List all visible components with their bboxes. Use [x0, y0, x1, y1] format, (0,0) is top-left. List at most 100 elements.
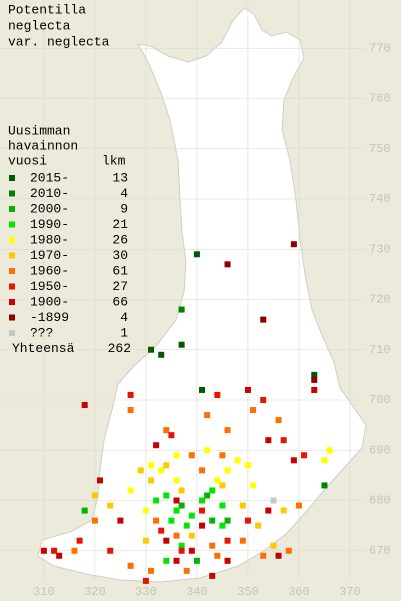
observation-dot — [311, 371, 318, 378]
observation-dot — [311, 376, 318, 383]
observation-dot — [163, 427, 170, 434]
observation-dot — [142, 537, 149, 544]
observation-dot — [163, 462, 170, 469]
observation-dot — [224, 537, 231, 544]
legend-swatch — [9, 299, 15, 305]
x-tick-label: 330 — [135, 585, 157, 599]
legend-count: 1 — [120, 325, 128, 340]
legend-label: 1970- — [30, 248, 69, 263]
observation-dot — [163, 492, 170, 499]
legend-swatch — [9, 190, 15, 197]
observation-dot — [158, 527, 165, 534]
observation-dot — [168, 517, 175, 524]
y-tick-label: 670 — [369, 544, 391, 558]
observation-dot — [163, 537, 170, 544]
observation-dot — [285, 547, 292, 554]
observation-dot — [199, 522, 206, 529]
observation-dot — [107, 547, 114, 554]
observation-dot — [117, 517, 124, 524]
y-tick-label: 760 — [369, 92, 391, 106]
observation-dot — [81, 402, 88, 409]
observation-dot — [260, 316, 267, 323]
observation-dot — [219, 452, 226, 459]
observation-dot — [142, 507, 149, 514]
observation-dot — [81, 507, 88, 514]
title-line: var. neglecta — [8, 34, 110, 49]
observation-dot — [214, 477, 221, 484]
observation-dot — [219, 522, 226, 529]
observation-dot — [214, 552, 221, 559]
observation-dot — [204, 447, 211, 454]
observation-dot — [173, 452, 180, 459]
legend-count: 21 — [112, 217, 128, 232]
observation-dot — [188, 547, 195, 554]
observation-dot — [214, 391, 221, 398]
observation-dot — [173, 477, 180, 484]
legend-label: 1990- — [30, 217, 69, 232]
y-tick-label: 690 — [369, 443, 391, 457]
observation-dot — [91, 517, 98, 524]
y-tick-label: 710 — [369, 343, 391, 357]
y-tick-label: 720 — [369, 293, 391, 307]
legend-label: 2010- — [30, 186, 69, 201]
legend-count: 4 — [120, 310, 128, 325]
observation-dot — [183, 567, 190, 574]
legend-swatch — [9, 314, 15, 321]
observation-dot — [153, 517, 160, 524]
observation-dot — [173, 532, 180, 539]
legend-label: 2000- — [30, 201, 69, 216]
legend-count: 66 — [112, 294, 128, 309]
observation-dot — [148, 477, 155, 484]
observation-dot — [127, 407, 134, 414]
legend-swatch — [9, 237, 15, 243]
observation-dot — [270, 542, 277, 549]
legend-swatch — [9, 175, 15, 181]
legend-header: lkm — [102, 153, 126, 168]
y-tick-label: 730 — [369, 242, 391, 256]
legend-count: 61 — [112, 263, 128, 278]
observation-dot — [295, 502, 302, 509]
observation-dot — [188, 452, 195, 459]
legend-swatch — [9, 283, 15, 290]
observation-dot — [234, 457, 241, 464]
title-line: Potentilla — [8, 2, 86, 17]
legend-count: 27 — [112, 279, 128, 294]
observation-dot — [148, 567, 155, 574]
observation-dot — [280, 437, 287, 444]
observation-dot — [224, 427, 231, 434]
observation-dot — [250, 407, 257, 414]
observation-dot — [168, 432, 175, 439]
observation-dot — [224, 467, 231, 474]
observation-dot — [224, 517, 231, 524]
observation-dot — [193, 557, 200, 564]
observation-dot — [199, 507, 206, 514]
observation-dot — [142, 577, 149, 584]
x-tick-label: 370 — [339, 585, 361, 599]
observation-dot — [265, 507, 272, 514]
observation-dot — [219, 502, 226, 509]
legend-count: 30 — [112, 248, 128, 263]
observation-dot — [275, 417, 282, 424]
y-tick-label: 700 — [369, 393, 391, 407]
observation-dot — [158, 351, 165, 358]
observation-dot — [178, 542, 185, 549]
legend-header: Uusimman — [8, 123, 70, 138]
observation-dot — [219, 482, 226, 489]
observation-dot — [224, 261, 231, 268]
total-label: Yhteensä — [12, 341, 75, 356]
observation-dot — [255, 522, 262, 529]
legend-swatch — [9, 252, 15, 259]
observation-dot — [158, 467, 165, 474]
legend-label: 1980- — [30, 232, 69, 247]
observation-dot — [107, 502, 114, 509]
observation-dot — [260, 552, 267, 559]
observation-dot — [209, 517, 216, 524]
observation-dot — [270, 497, 277, 504]
legend-swatch — [9, 221, 15, 228]
legend-count: 13 — [112, 170, 128, 185]
y-tick-label: 680 — [369, 494, 391, 508]
x-tick-label: 340 — [186, 585, 208, 599]
observation-dot — [153, 497, 160, 504]
